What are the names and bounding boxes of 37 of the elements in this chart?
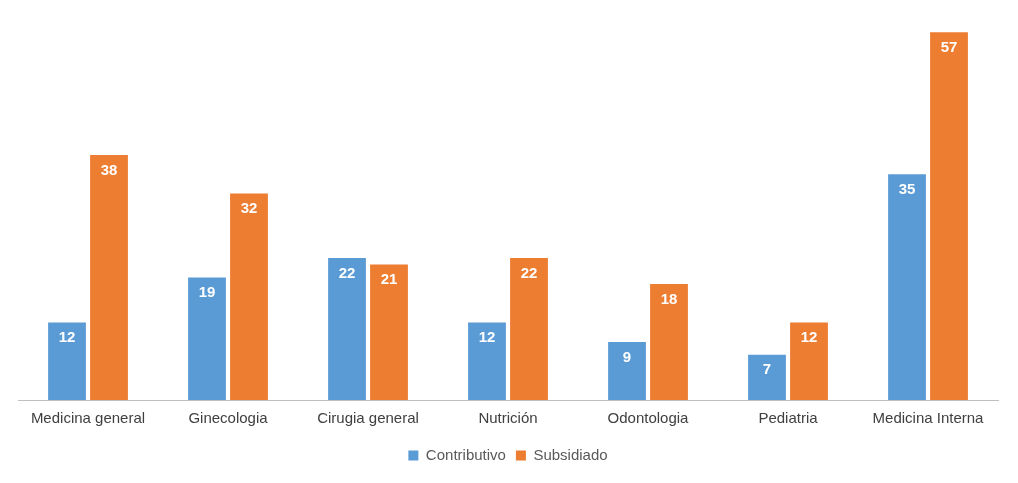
data-label: 57: [940, 37, 958, 55]
x-tick-label: Medicina general: [30, 409, 146, 427]
x-tick-label: Odontologia: [607, 409, 690, 427]
data-label: 35: [898, 179, 916, 197]
data-label: 12: [800, 328, 818, 346]
data-label: 7: [762, 360, 772, 378]
bar: [608, 341, 646, 400]
x-tick-label: Cirugia general: [317, 409, 419, 427]
data-label: 19: [198, 283, 216, 301]
data-label: 38: [100, 160, 118, 178]
bar: [468, 322, 506, 400]
bar: [328, 258, 366, 400]
data-label: 9: [622, 347, 632, 365]
data-label: 12: [478, 328, 496, 346]
bar: [48, 322, 86, 400]
bar: [748, 354, 786, 400]
bar: [930, 32, 968, 400]
x-tick-label: Ginecologia: [188, 409, 269, 427]
data-label: 18: [660, 289, 678, 307]
data-label: 32: [240, 199, 258, 217]
x-tick-label: Nutrición: [478, 409, 538, 427]
data-label: 12: [58, 328, 76, 346]
legend-label: Contributivo: [425, 445, 506, 463]
legend-label: Subsidiado: [533, 445, 608, 463]
bar: [188, 277, 226, 400]
bar: [650, 283, 688, 400]
x-tick-label: Medicina Interna: [872, 409, 985, 427]
bar: [888, 174, 926, 400]
bar: [790, 322, 828, 400]
bar: [510, 258, 548, 400]
bar: [230, 193, 268, 400]
data-label: 22: [520, 263, 538, 281]
bar: [370, 264, 408, 400]
data-label: 21: [380, 270, 398, 288]
bar: [90, 154, 128, 400]
data-label: 22: [338, 263, 356, 281]
x-tick-label: Pediatria: [758, 409, 819, 427]
